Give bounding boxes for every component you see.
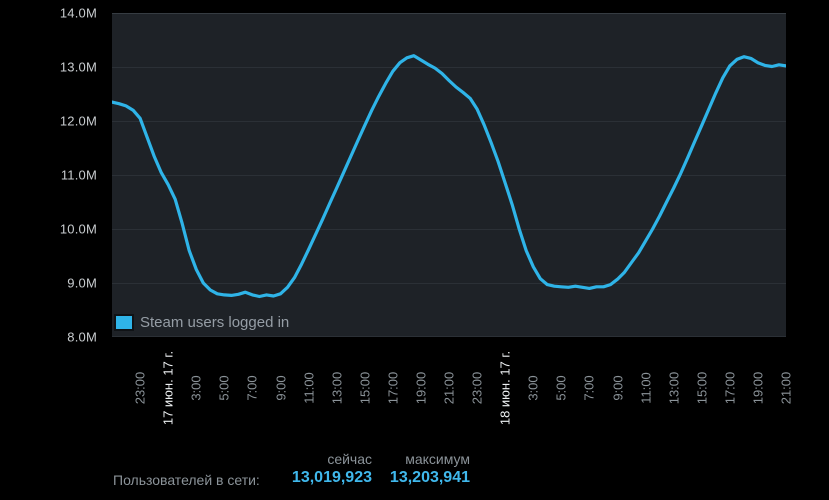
x-axis-date-label: 17 июн. 17 г.	[160, 350, 176, 426]
x-axis-tick-label: 5:00	[216, 375, 232, 401]
users-online-line	[112, 54, 786, 299]
gridline	[112, 336, 786, 337]
gridline	[112, 175, 786, 176]
x-axis-tick-label: 19:00	[750, 371, 766, 405]
x-axis-tick-label: 23:00	[469, 371, 485, 405]
gridline	[112, 121, 786, 122]
legend-label: Steam users logged in	[140, 314, 290, 331]
y-axis-tick-label: 13.0M	[59, 59, 97, 75]
x-axis-tick-label: 9:00	[273, 375, 288, 401]
x-axis-tick-label: 15:00	[357, 371, 373, 405]
gridline	[112, 229, 786, 230]
legend-color-swatch-icon	[114, 314, 134, 331]
gridline	[112, 283, 786, 284]
chart-plot-area[interactable]: Steam users logged in	[112, 13, 786, 337]
x-axis-tick-label: 15:00	[694, 371, 710, 405]
x-axis-tick-label: 11:00	[301, 372, 317, 404]
x-axis-date-label: 18 июн. 17 г.	[497, 350, 513, 426]
x-axis-tick-label: 19:00	[413, 371, 429, 405]
users-online-row-label: Пользователей в сети:	[113, 472, 260, 488]
y-axis-tick-label: 8.0M	[67, 329, 97, 345]
y-axis-tick-label: 9.0M	[67, 275, 97, 291]
y-axis-tick-label: 10.0M	[59, 221, 97, 237]
users-online-maximum-value: 13,203,941	[389, 469, 470, 486]
x-axis-tick-label: 23:00	[132, 371, 148, 405]
gridline	[112, 67, 786, 68]
x-axis-tick-label: 13:00	[329, 371, 345, 405]
x-axis-tick-label: 17:00	[385, 371, 401, 405]
column-header-maximum: максимум	[405, 451, 470, 467]
y-axis-tick-label: 14.0M	[59, 5, 97, 21]
x-axis-tick-label: 11:00	[638, 372, 654, 404]
x-axis-tick-label: 5:00	[553, 375, 569, 401]
x-axis-tick-label: 7:00	[581, 375, 597, 401]
x-axis-tick-label: 21:00	[441, 371, 457, 405]
y-axis-tick-label: 11.0M	[60, 167, 97, 183]
users-online-current-value: 13,019,923	[291, 469, 372, 486]
x-axis-tick-label: 3:00	[525, 375, 541, 401]
x-axis-tick-label: 13:00	[666, 371, 682, 405]
x-axis-tick-label: 21:00	[778, 371, 794, 405]
x-axis-tick-label: 17:00	[722, 371, 738, 405]
x-axis-tick-label: 3:00	[188, 375, 204, 401]
column-header-now: сейчас	[327, 451, 372, 467]
legend-item-steam-users[interactable]: Steam users logged in	[114, 314, 289, 331]
gridline	[112, 13, 786, 14]
x-axis-tick-label: 9:00	[610, 375, 625, 401]
steam-users-line-series	[112, 54, 786, 299]
y-axis-tick-label: 12.0M	[59, 113, 97, 129]
x-axis-tick-label: 7:00	[244, 375, 260, 401]
